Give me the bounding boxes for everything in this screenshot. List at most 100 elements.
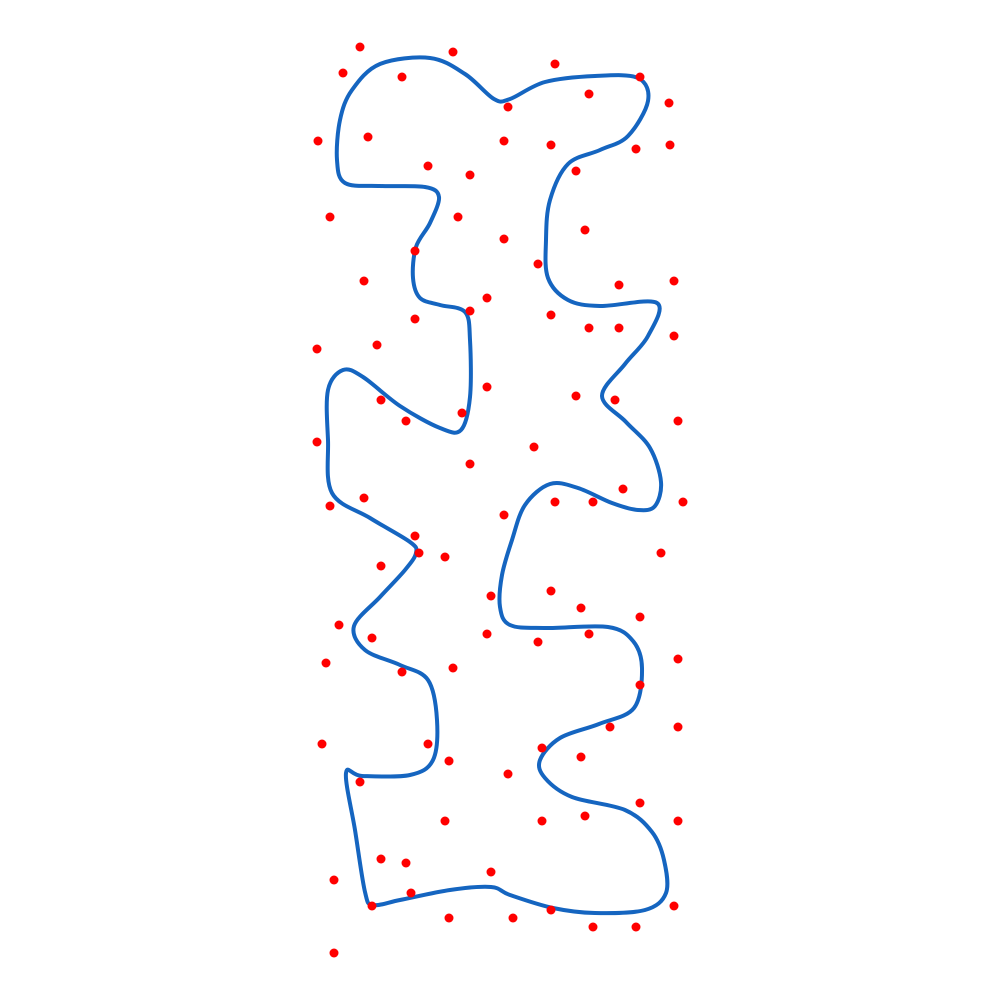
scatter-point [329,875,339,885]
scatter-point [410,246,420,256]
scatter-point [503,769,513,779]
scatter-point [410,531,420,541]
scatter-point [355,777,365,787]
scatter-point [503,102,513,112]
scatter-point [588,922,598,932]
scatter-point [669,276,679,286]
scatter-point [359,276,369,286]
scatter-point [367,633,377,643]
scatter-point [372,340,382,350]
scatter-point [482,629,492,639]
scatter-point [465,306,475,316]
scatter-point [614,280,624,290]
scatter-point [673,722,683,732]
scatter-point [656,548,666,558]
scatter-point [465,170,475,180]
scatter-point [486,867,496,877]
scatter-point [635,612,645,622]
scatter-point [631,144,641,154]
scatter-point [444,913,454,923]
scatter-point [367,901,377,911]
scatter-point [669,901,679,911]
scatter-point [571,391,581,401]
scatter-point [665,140,675,150]
scatter-point [508,913,518,923]
scatter-point [321,658,331,668]
scatter-point [453,212,463,222]
scatter-point [533,259,543,269]
scatter-point [486,591,496,601]
scatter-point [631,922,641,932]
scatter-point [584,89,594,99]
scatter-point [614,323,624,333]
scatter-point [635,72,645,82]
scatter-point [537,816,547,826]
scatter-point [465,459,475,469]
scatter-point [580,225,590,235]
scatter-point [571,166,581,176]
scatter-point [325,501,335,511]
scatter-point [635,680,645,690]
scatter-point [397,667,407,677]
scatter-point [678,497,688,507]
scatter-point [325,212,335,222]
scatter-point [537,743,547,753]
scatter-point [605,722,615,732]
points-series [312,42,688,958]
scatter-point [546,310,556,320]
scatter-point [673,416,683,426]
scatter-point [440,552,450,562]
scatter-point [376,395,386,405]
scatter-point [414,548,424,558]
scatter-point [401,416,411,426]
scatter-point [546,586,556,596]
scatter-point [584,629,594,639]
scatter-point [499,234,509,244]
scatter-point [673,816,683,826]
scatter-point [673,654,683,664]
scatter-point [317,739,327,749]
scatter-point [376,561,386,571]
scatter-point [529,442,539,452]
scatter-point [664,98,674,108]
scatter-point [499,510,509,520]
scatter-point [635,798,645,808]
scatter-point [482,382,492,392]
scatter-point [363,132,373,142]
scatter-point [359,493,369,503]
scatter-point [584,323,594,333]
scatter-point [546,140,556,150]
scatter-point [482,293,492,303]
scatter-point [457,408,467,418]
scatter-point [618,484,628,494]
scatter-point [312,437,322,447]
scatter-point [423,161,433,171]
scatter-point [440,816,450,826]
closed-curve-line [324,55,670,916]
scatter-point [550,497,560,507]
scatter-point [423,739,433,749]
scatter-point [499,136,509,146]
scatter-point [376,854,386,864]
scatter-point [580,811,590,821]
scatter-point [546,905,556,915]
scatter-point [576,752,586,762]
scatter-point [406,888,416,898]
scatter-point [312,344,322,354]
scatter-point [533,637,543,647]
scatter-point [448,663,458,673]
scatter-point [444,756,454,766]
scatter-point [313,136,323,146]
scatter-point [588,497,598,507]
scatter-point [401,858,411,868]
curve-series [324,55,670,916]
scatter-point [329,948,339,958]
scatter-point [334,620,344,630]
scatter-point [397,72,407,82]
scatter-point [448,47,458,57]
scatter-point [576,603,586,613]
scatter-point [550,59,560,69]
scatter-point [669,331,679,341]
